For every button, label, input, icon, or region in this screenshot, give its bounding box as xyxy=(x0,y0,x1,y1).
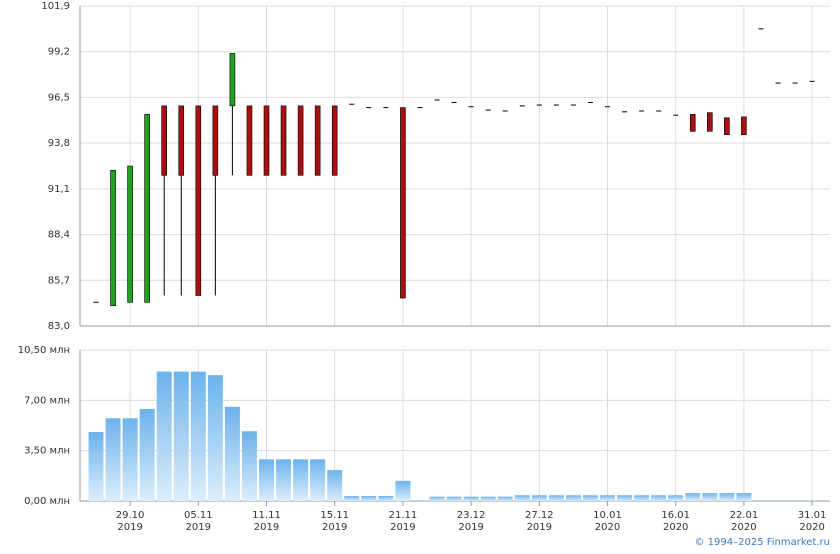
copyright: © 1994–2025 Finmarket.ru xyxy=(694,537,830,548)
volume-bar xyxy=(548,495,564,501)
x-tick-label: 21.11 xyxy=(389,510,418,521)
volume-bar xyxy=(753,500,769,501)
volume-bar xyxy=(770,500,786,501)
candle-body xyxy=(400,107,406,299)
volume-bar xyxy=(241,431,257,501)
volume-bar xyxy=(412,500,428,501)
volume-bar xyxy=(565,495,581,501)
volume-bar xyxy=(446,496,462,501)
x-tick-year: 2020 xyxy=(799,522,824,533)
candle-body xyxy=(280,105,287,176)
candle-body xyxy=(178,105,185,176)
candle-body xyxy=(297,105,304,176)
y-tick-label: 101,9 xyxy=(41,1,70,12)
x-tick-label: 11.11 xyxy=(252,510,281,521)
volume-bar xyxy=(787,500,803,501)
volume-bar xyxy=(361,495,377,501)
volume-bar xyxy=(600,495,615,501)
y-tick-label: 3,50 млн xyxy=(24,446,70,457)
candle-body xyxy=(331,105,338,176)
y-tick-label: 7,00 млн xyxy=(24,395,70,406)
volume-bar xyxy=(88,431,104,501)
x-tick-year: 2019 xyxy=(458,522,483,533)
volume-bar xyxy=(719,493,735,501)
volume-bar xyxy=(634,495,650,501)
candle-body xyxy=(195,105,202,296)
volume-bar xyxy=(156,371,172,501)
y-tick-label: 99,2 xyxy=(48,47,70,58)
volume-bar xyxy=(378,495,394,501)
candle-body xyxy=(706,112,713,132)
y-tick-label: 91,1 xyxy=(48,184,70,195)
x-tick-year: 2020 xyxy=(595,522,620,533)
x-tick-label: 05.11 xyxy=(184,510,213,521)
x-tick-label: 15.11 xyxy=(320,510,349,521)
volume-bar xyxy=(531,495,547,501)
volume-bar xyxy=(668,495,684,501)
volume-bar xyxy=(139,408,155,501)
volume-bar xyxy=(344,495,360,501)
candle-body xyxy=(741,116,747,135)
x-tick-year: 2019 xyxy=(322,522,347,533)
volume-bar xyxy=(497,496,513,501)
y-tick-label: 93,8 xyxy=(48,138,70,149)
volume-bar xyxy=(395,480,411,501)
volume-bar xyxy=(463,496,479,501)
y-tick-label: 83,0 xyxy=(48,321,70,332)
volume-bar xyxy=(224,406,240,501)
volume-bar xyxy=(514,495,530,501)
x-tick-year: 2020 xyxy=(731,522,756,533)
candle-body xyxy=(127,165,133,303)
volume-bar xyxy=(685,493,701,501)
y-tick-label: 85,7 xyxy=(48,275,70,286)
volume-bar xyxy=(582,495,598,501)
x-tick-year: 2019 xyxy=(254,522,279,533)
x-tick-label: 31.01 xyxy=(798,510,827,521)
volume-bar xyxy=(429,496,445,501)
x-tick-label: 10.01 xyxy=(593,510,622,521)
volume-bar xyxy=(327,470,343,501)
x-tick-label: 23.12 xyxy=(457,510,486,521)
candle-body xyxy=(144,114,150,303)
candle-body xyxy=(212,105,219,176)
x-tick-year: 2020 xyxy=(663,522,688,533)
y-tick-label: 96,5 xyxy=(48,92,70,103)
x-tick-year: 2019 xyxy=(186,522,211,533)
volume-bar xyxy=(259,459,274,501)
x-tick-label: 22.01 xyxy=(730,510,759,521)
candle-body xyxy=(689,114,696,132)
candle-body xyxy=(724,117,730,135)
volume-bar xyxy=(173,371,189,501)
volume-bar xyxy=(480,496,496,501)
x-tick-year: 2019 xyxy=(527,522,552,533)
candle-body xyxy=(263,105,270,176)
volume-bar xyxy=(122,418,138,501)
candle-body xyxy=(110,169,116,306)
candle-body xyxy=(161,105,167,176)
x-tick-label: 27.12 xyxy=(525,510,554,521)
candle-body xyxy=(314,105,321,176)
volume-bar xyxy=(105,418,121,501)
volume-bar xyxy=(207,375,223,501)
volume-bar xyxy=(293,459,309,501)
candle-body xyxy=(229,53,236,107)
x-tick-year: 2019 xyxy=(390,522,415,533)
volume-bar xyxy=(310,459,326,501)
volume-bar xyxy=(190,371,206,501)
volume-bar xyxy=(617,495,633,501)
x-tick-year: 2019 xyxy=(117,522,142,533)
volume-bar xyxy=(276,459,292,501)
y-tick-label: 88,4 xyxy=(48,230,70,241)
volume-bar xyxy=(651,495,667,501)
x-tick-label: 29.10 xyxy=(116,510,145,521)
volume-bar xyxy=(804,500,820,501)
volume-bar xyxy=(736,493,752,501)
candle-body xyxy=(246,105,253,176)
volume-bar xyxy=(702,493,718,501)
x-tick-label: 16.01 xyxy=(661,510,690,521)
y-tick-label: 0,00 млн xyxy=(24,496,70,507)
y-tick-label: 10,50 млн xyxy=(18,345,70,356)
